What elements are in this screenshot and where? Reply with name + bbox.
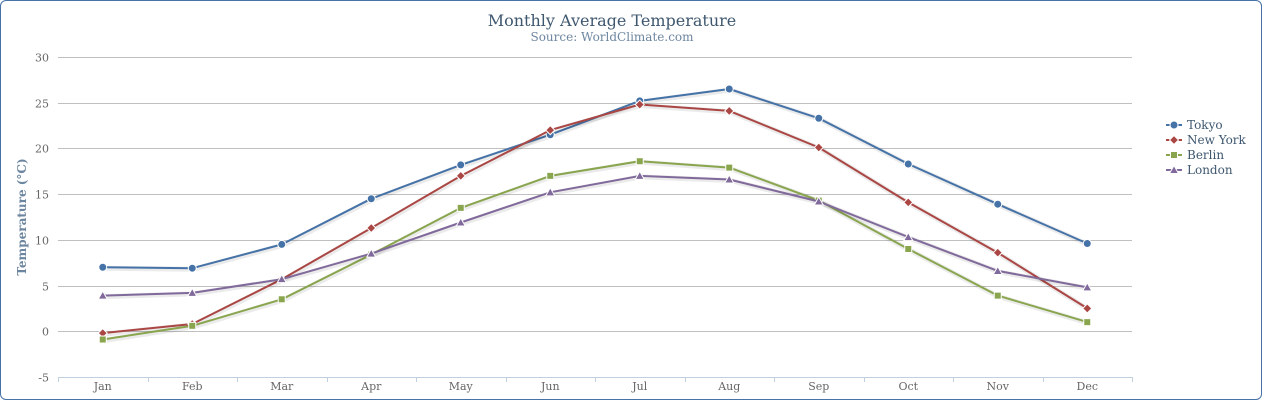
data-point-london[interactable] xyxy=(1081,281,1093,292)
data-point-berlin[interactable] xyxy=(188,321,197,330)
y-tick-label: 20 xyxy=(35,143,49,156)
data-point-london[interactable] xyxy=(813,195,825,206)
x-tick-label: Sep xyxy=(808,380,829,393)
grid xyxy=(58,57,1132,378)
data-point-tokyo[interactable] xyxy=(366,194,376,204)
y-tick-label: 5 xyxy=(42,281,49,294)
x-tick-label: Dec xyxy=(1077,380,1099,393)
data-point-berlin[interactable] xyxy=(277,295,286,304)
data-point-tokyo[interactable] xyxy=(98,262,108,272)
legend-item-tokyo[interactable]: Tokyo xyxy=(1166,118,1223,132)
y-tick-label: 15 xyxy=(35,189,49,202)
x-tick-label: Apr xyxy=(360,380,382,393)
x-tick-label: Jan xyxy=(93,380,112,393)
data-point-tokyo[interactable] xyxy=(993,199,1003,209)
data-point-tokyo[interactable] xyxy=(187,263,197,273)
chart-title: Monthly Average Temperature xyxy=(488,11,737,30)
data-point-london[interactable] xyxy=(186,287,198,297)
series-line-london[interactable] xyxy=(102,174,1088,297)
series-line-new-york[interactable] xyxy=(102,103,1088,335)
y-tick-label: 25 xyxy=(35,98,49,111)
data-point-new-york[interactable] xyxy=(634,99,645,110)
data-point-new-york[interactable] xyxy=(1082,303,1093,314)
data-point-new-york[interactable] xyxy=(813,142,824,153)
legend-marker[interactable] xyxy=(1169,120,1179,130)
series-new-york xyxy=(97,99,1093,339)
data-point-berlin[interactable] xyxy=(1083,318,1092,327)
data-point-tokyo[interactable] xyxy=(456,160,466,170)
data-point-tokyo[interactable] xyxy=(903,159,913,169)
y-tick-label: 30 xyxy=(35,52,49,65)
series-london xyxy=(97,170,1093,300)
x-tick-label: Feb xyxy=(182,380,203,393)
data-point-new-york[interactable] xyxy=(724,105,735,117)
data-point-london[interactable] xyxy=(902,231,914,242)
data-point-new-york[interactable] xyxy=(992,247,1003,258)
data-point-berlin[interactable] xyxy=(635,157,644,166)
legend-label: New York xyxy=(1187,133,1247,147)
x-tick-label: Oct xyxy=(898,380,918,393)
data-point-berlin[interactable] xyxy=(546,171,555,180)
data-point-new-york[interactable] xyxy=(455,170,466,182)
y-tick-label: 0 xyxy=(42,326,49,339)
legend-marker[interactable] xyxy=(1168,164,1180,174)
data-point-london[interactable] xyxy=(544,186,556,197)
data-point-london[interactable] xyxy=(634,170,646,180)
data-point-tokyo[interactable] xyxy=(1082,239,1092,249)
legend-label: Berlin xyxy=(1187,148,1224,162)
series-tokyo xyxy=(98,84,1092,273)
data-point-london[interactable] xyxy=(276,273,288,284)
legend-label: Tokyo xyxy=(1187,118,1223,132)
y-tick-label: -5 xyxy=(38,372,49,385)
data-point-london[interactable] xyxy=(723,173,735,184)
data-point-berlin[interactable] xyxy=(456,203,465,212)
data-point-berlin[interactable] xyxy=(904,245,913,253)
axes: -5 0 5 10 15 20 25 30 Jan Feb Mar Apr May Jun Jul Aug Se… xyxy=(35,52,1133,393)
legend-label: London xyxy=(1187,163,1233,177)
legend-item-london[interactable]: London xyxy=(1166,163,1233,177)
y-axis-label: Temperature (°C) xyxy=(15,158,29,275)
x-tick-label: Nov xyxy=(987,380,1010,393)
data-point-tokyo[interactable] xyxy=(724,84,734,94)
series-berlin xyxy=(98,157,1092,344)
y-tick-label: 10 xyxy=(35,235,49,248)
data-point-london[interactable] xyxy=(97,290,109,300)
chart-subtitle: Source: WorldClimate.com xyxy=(530,30,694,44)
data-point-london[interactable] xyxy=(365,248,377,258)
data-point-new-york[interactable] xyxy=(545,124,556,136)
series-layer xyxy=(97,84,1093,344)
data-point-tokyo[interactable] xyxy=(814,113,824,123)
data-point-berlin[interactable] xyxy=(993,291,1002,300)
data-point-tokyo[interactable] xyxy=(277,239,287,249)
x-tick-label: Jul xyxy=(631,380,647,393)
data-point-berlin[interactable] xyxy=(98,335,107,344)
legend-marker[interactable] xyxy=(1170,151,1178,159)
data-point-london[interactable] xyxy=(992,265,1004,275)
data-point-new-york[interactable] xyxy=(366,222,377,234)
x-tick-label: Mar xyxy=(270,380,294,393)
legend-item-new-york[interactable]: New York xyxy=(1166,133,1247,147)
legend-item-berlin[interactable]: Berlin xyxy=(1166,148,1224,162)
legend-marker[interactable] xyxy=(1168,134,1180,146)
data-point-london[interactable] xyxy=(455,216,467,227)
x-tick-label: May xyxy=(449,380,474,393)
data-point-berlin[interactable] xyxy=(725,163,734,172)
x-tick-label: Aug xyxy=(717,380,740,393)
x-tick-label: Jun xyxy=(540,380,560,393)
data-point-new-york[interactable] xyxy=(903,197,914,208)
series-line-tokyo[interactable] xyxy=(102,88,1088,270)
series-line-berlin[interactable] xyxy=(102,160,1088,341)
